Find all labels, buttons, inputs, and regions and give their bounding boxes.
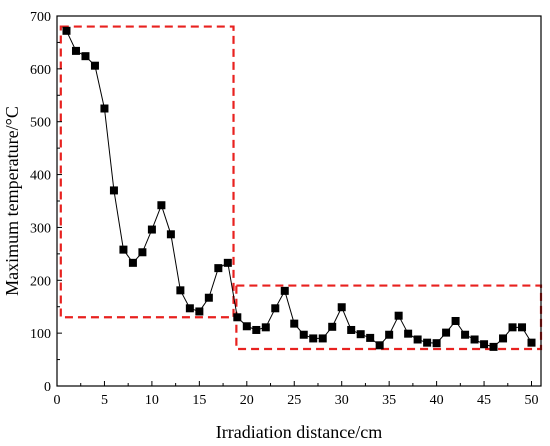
data-point — [527, 338, 536, 347]
data-point — [375, 341, 384, 350]
y-tick-label: 0 — [44, 380, 51, 395]
x-tick-label: 5 — [101, 393, 108, 408]
series-polyline — [66, 30, 532, 348]
y-tick-label: 600 — [30, 63, 51, 78]
y-axis-title: Maximum temperature/°C — [2, 106, 22, 296]
data-point — [109, 186, 118, 195]
x-tick-label: 10 — [145, 393, 159, 408]
data-point — [214, 264, 223, 273]
x-tick-label: 50 — [525, 393, 539, 408]
data-point — [204, 293, 213, 302]
data-point — [290, 319, 299, 328]
data-point — [356, 330, 365, 339]
x-tick-label: 15 — [192, 393, 206, 408]
data-point — [176, 286, 185, 295]
data-point — [470, 335, 479, 344]
data-point — [461, 330, 470, 339]
data-point — [166, 230, 175, 239]
data-point — [347, 325, 356, 334]
data-point — [423, 338, 432, 347]
data-point — [280, 286, 289, 295]
x-axis-ticks: 0 5 10 15 20 25 30 35 40 45 50 — [54, 381, 539, 408]
data-point — [147, 225, 156, 234]
series-markers — [62, 26, 536, 351]
data-point — [480, 340, 489, 349]
data-point — [366, 333, 375, 342]
data-point — [81, 52, 90, 61]
data-point — [432, 339, 441, 348]
plot-frame — [56, 15, 542, 387]
data-point — [242, 322, 251, 331]
data-point — [119, 245, 128, 254]
data-point — [385, 330, 394, 339]
data-point — [233, 313, 242, 322]
data-point — [309, 334, 318, 343]
y-axis-ticks: 0 100 200 300 400 500 600 700 — [30, 10, 62, 395]
x-axis-title: Irradiation distance/cm — [216, 422, 382, 442]
data-point — [71, 46, 80, 55]
y-tick-label: 100 — [30, 327, 51, 342]
series-line — [66, 30, 532, 348]
y-tick-label: 300 — [30, 221, 51, 236]
data-point — [442, 328, 451, 337]
x-tick-label: 30 — [335, 393, 349, 408]
data-point — [328, 322, 337, 331]
data-point — [128, 258, 137, 267]
data-point — [252, 325, 261, 334]
data-point — [100, 104, 109, 113]
data-point — [404, 329, 413, 338]
data-point — [508, 323, 517, 332]
data-point — [62, 26, 71, 35]
data-point — [394, 311, 403, 320]
data-point — [195, 307, 204, 316]
x-tick-label: 45 — [477, 393, 491, 408]
data-point — [223, 258, 232, 267]
data-point — [489, 342, 498, 351]
data-point — [185, 304, 194, 313]
x-tick-label: 25 — [287, 393, 301, 408]
y-tick-label: 500 — [30, 116, 51, 131]
x-tick-label: 0 — [54, 393, 61, 408]
x-tick-label: 35 — [382, 393, 396, 408]
data-point — [261, 323, 270, 332]
data-point — [518, 323, 527, 332]
highlight-boxes — [59, 25, 543, 351]
x-tick-label: 20 — [240, 393, 254, 408]
data-point — [451, 316, 460, 325]
data-point — [271, 304, 280, 313]
data-point — [337, 303, 346, 312]
y-tick-label: 200 — [30, 274, 51, 289]
data-point — [318, 334, 327, 343]
data-point — [157, 201, 166, 210]
data-point — [138, 248, 147, 257]
data-point — [299, 330, 308, 339]
data-point — [413, 335, 422, 344]
data-point — [499, 334, 508, 343]
y-tick-label: 400 — [30, 169, 51, 184]
x-tick-label: 40 — [430, 393, 444, 408]
highlight-box-1 — [59, 25, 235, 319]
data-point — [90, 61, 99, 70]
y-tick-label: 700 — [30, 10, 51, 25]
